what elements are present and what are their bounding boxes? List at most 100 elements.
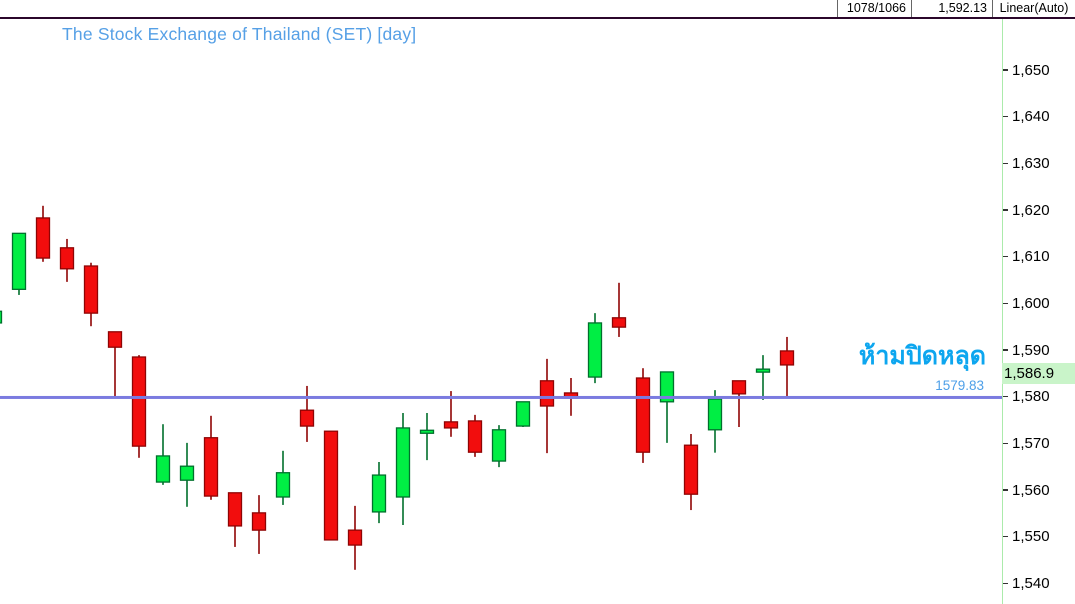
candle <box>371 462 387 524</box>
candle-body <box>443 421 459 429</box>
candle <box>659 371 675 443</box>
candle <box>227 492 243 547</box>
axis-tick-label: 1,620 <box>1012 201 1050 219</box>
candle-body <box>35 217 51 259</box>
candle-body <box>731 380 747 395</box>
candle-body <box>131 356 147 447</box>
axis-tick-label: 1,560 <box>1012 481 1050 499</box>
candle-body <box>755 368 771 373</box>
candle-body <box>0 310 3 324</box>
support-line[interactable] <box>0 395 1002 399</box>
axis-tick-label: 1,650 <box>1012 61 1050 79</box>
axis-tick-label: 1,610 <box>1012 248 1050 266</box>
axis-tick: 1,570 <box>1003 434 1050 452</box>
candle-body <box>515 401 531 427</box>
axis-tick: 1,560 <box>1003 481 1050 499</box>
support-line-price-label: 1579.83 <box>935 378 984 393</box>
candle-body <box>707 398 723 431</box>
chart-title: The Stock Exchange of Thailand (SET) [da… <box>62 24 417 44</box>
candle-body <box>659 371 675 403</box>
candle-body <box>227 492 243 527</box>
tick-mark <box>1003 395 1008 398</box>
candle <box>419 413 435 461</box>
tick-mark <box>1003 209 1008 211</box>
candle <box>395 413 411 526</box>
tick-mark <box>1003 302 1008 305</box>
candle <box>59 238 75 282</box>
candle-body <box>683 444 699 495</box>
candle-body <box>371 474 387 513</box>
candle-body <box>779 350 795 366</box>
candle <box>467 414 483 457</box>
high-low-counter: 1078/1066 <box>837 0 911 17</box>
axis-tick-label: 1,580 <box>1012 388 1050 406</box>
candle-body <box>11 232 27 290</box>
axis-tick: 1,540 <box>1003 574 1050 592</box>
axis-tick-label: 1,590 <box>1012 341 1050 359</box>
candle <box>347 505 363 570</box>
axis-tick: 1,640 <box>1003 108 1050 126</box>
candle-body <box>635 377 651 453</box>
candle <box>755 355 771 400</box>
candle-body <box>179 465 195 481</box>
candle <box>155 424 171 485</box>
tick-mark <box>1003 535 1008 538</box>
annotation-text[interactable]: ห้ามปิดหลุด <box>858 342 986 370</box>
price-axis[interactable]: 1,650 1,640 1,630 1,620 1,610 1,600 1,590 1,580… <box>1002 19 1075 604</box>
tick-mark <box>1003 162 1008 165</box>
tick-mark <box>1003 349 1008 351</box>
candle-body <box>587 322 603 378</box>
candle-body <box>323 430 339 541</box>
tick-mark <box>1003 69 1008 71</box>
axis-tick: 1,620 <box>1003 201 1050 219</box>
axis-tick: 1,650 <box>1003 61 1050 79</box>
candle-body <box>59 247 75 270</box>
axis-tick: 1,590 <box>1003 341 1050 359</box>
axis-tick-label: 1,640 <box>1012 108 1050 126</box>
axis-tick: 1,580 <box>1003 388 1050 406</box>
candle <box>179 442 195 507</box>
candle-body <box>203 437 219 497</box>
candle-body <box>299 409 315 427</box>
axis-tick-label: 1,570 <box>1012 434 1050 452</box>
axis-tick-label: 1,540 <box>1012 574 1050 592</box>
candle <box>251 495 267 554</box>
axis-tick-label: 1,600 <box>1012 294 1050 312</box>
tick-mark <box>1003 582 1008 585</box>
candle <box>587 313 603 384</box>
candle-body <box>251 512 267 531</box>
candle <box>539 358 555 454</box>
tick-mark <box>1003 489 1008 491</box>
candle <box>131 355 147 458</box>
candle-body <box>83 265 99 314</box>
axis-tick: 1,550 <box>1003 528 1050 545</box>
candle <box>107 331 123 398</box>
scale-mode-button[interactable]: Linear(Auto) <box>992 0 1075 17</box>
candle-body <box>107 331 123 348</box>
axis-tick: 1,630 <box>1003 154 1050 172</box>
tick-mark <box>1003 442 1008 445</box>
candle <box>635 368 651 463</box>
last-value-cell: 1,592.13 <box>911 0 992 17</box>
axis-tick: 1,600 <box>1003 294 1050 312</box>
candle-body <box>347 529 363 546</box>
candle <box>491 425 507 468</box>
candle-body <box>395 427 411 498</box>
candle-body <box>611 317 627 328</box>
candle <box>731 380 747 428</box>
candle <box>83 262 99 327</box>
candle <box>0 310 3 324</box>
axis-tick-label: 1,630 <box>1012 154 1050 172</box>
candle-body <box>275 472 291 498</box>
tick-mark <box>1003 115 1008 118</box>
candle-body <box>155 455 171 483</box>
candle <box>779 336 795 398</box>
last-price-badge: 1,586.9 <box>1002 362 1075 384</box>
candle-body <box>467 420 483 453</box>
axis-tick: 1,610 <box>1003 248 1050 266</box>
candle-body <box>419 429 435 434</box>
candle <box>611 282 627 337</box>
candle <box>299 385 315 442</box>
candle-body <box>539 380 555 407</box>
